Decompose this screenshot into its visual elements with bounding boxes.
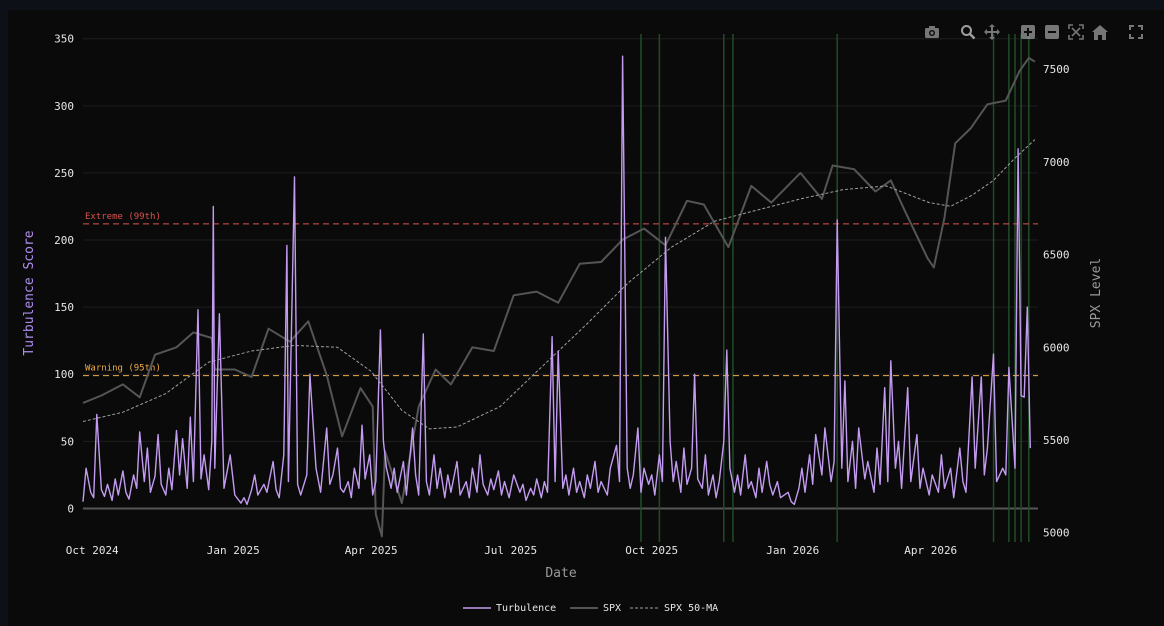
zoom-icon[interactable] <box>958 22 978 42</box>
y-tick-label: 300 <box>54 100 74 113</box>
y-tick-label: 350 <box>54 33 74 46</box>
turbulence-chart[interactable]: Extreme (99th) Warning (95th) 0 50 100 150 20… <box>8 10 1164 626</box>
y2-tick-label: 5000 <box>1043 527 1070 540</box>
threshold-label: Extreme (99th) <box>85 212 161 222</box>
y-tick-label: 150 <box>54 301 74 314</box>
y-axis-title: Turbulence Score <box>22 230 37 355</box>
y2-tick-label: 7000 <box>1043 156 1070 169</box>
y-tick-label: 250 <box>54 167 74 180</box>
series-line-spx-50-ma <box>82 139 1036 430</box>
highlight-lines <box>640 34 1030 542</box>
threshold-label: Warning (95th) <box>85 364 161 374</box>
x-axis-title: Date <box>545 566 576 581</box>
reset-axes-icon[interactable] <box>1090 22 1110 42</box>
y2-tick-label: 6000 <box>1043 341 1070 354</box>
fullscreen-icon[interactable] <box>1126 22 1146 42</box>
y2-tick-label: 7500 <box>1043 63 1070 76</box>
y2-tick-label: 5500 <box>1043 434 1070 447</box>
y-tick-label: 200 <box>54 234 74 247</box>
threshold-lines: Extreme (99th) Warning (95th) <box>83 212 1038 377</box>
x-tick-label: Jan 2026 <box>766 544 819 557</box>
y-tick-label: 0 <box>67 502 74 515</box>
x-tick-label: Apr 2025 <box>345 544 398 557</box>
series-line-turbulence <box>82 55 1031 506</box>
grid-lines <box>83 38 1038 510</box>
y2-axis-title: SPX Level <box>1089 258 1104 328</box>
autoscale-icon[interactable] <box>1066 22 1086 42</box>
zoom-in-icon[interactable] <box>1018 22 1038 42</box>
axis-layer: 0 50 100 150 200 250 300 350 5000 5500 6000 6500 700… <box>54 33 1069 557</box>
x-tick-label: Jul 2025 <box>484 544 537 557</box>
y-tick-label: 100 <box>54 368 74 381</box>
x-tick-label: Oct 2024 <box>66 544 119 557</box>
legend[interactable]: Turbulence SPX SPX 50-MA <box>463 603 718 614</box>
legend-label-spx-ma[interactable]: SPX 50-MA <box>664 603 718 614</box>
legend-label-turbulence[interactable]: Turbulence <box>496 603 556 614</box>
zoom-out-icon[interactable] <box>1042 22 1062 42</box>
series-layer <box>82 55 1036 538</box>
legend-label-spx[interactable]: SPX <box>603 603 621 614</box>
series-line-spx <box>82 57 1036 538</box>
modebar-toolbar <box>922 22 1146 42</box>
chart-panel: Extreme (99th) Warning (95th) 0 50 100 150 20… <box>8 10 1164 626</box>
x-tick-label: Oct 2025 <box>625 544 678 557</box>
pan-icon[interactable] <box>982 22 1002 42</box>
y2-tick-label: 6500 <box>1043 249 1070 262</box>
camera-icon[interactable] <box>922 22 942 42</box>
x-tick-label: Apr 2026 <box>904 544 957 557</box>
x-tick-label: Jan 2025 <box>207 544 260 557</box>
y-tick-label: 50 <box>61 435 74 448</box>
